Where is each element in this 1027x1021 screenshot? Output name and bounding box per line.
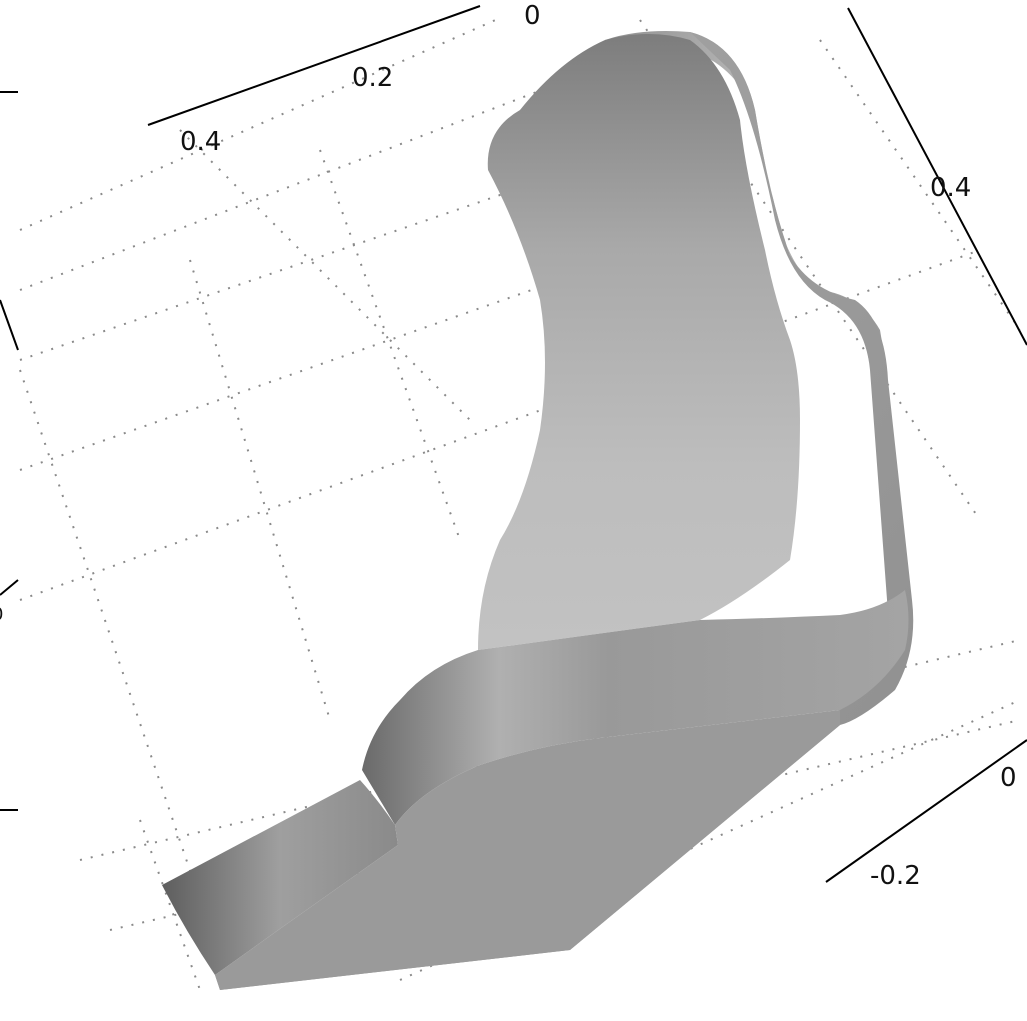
extruded-solid (162, 31, 914, 990)
tick-labels: 0 0.2 0.4 0.4 0 -0.2 0 (0, 1, 1017, 891)
tick-label-right-0-4: 0.4 (930, 173, 971, 203)
axis-lines (0, 5, 1027, 883)
solid-lower-front-face (215, 710, 840, 990)
tick-label-bottom-right-neg-0-2: -0.2 (870, 861, 921, 891)
solid-inner-face (478, 34, 800, 650)
solid-foot (162, 780, 398, 975)
tick-label-left-0: 0 (0, 604, 3, 625)
tick-label-top-0-2: 0.2 (352, 63, 393, 93)
tick-label-top-0-4: 0.4 (180, 127, 221, 157)
tick-label-top-0: 0 (524, 1, 541, 31)
solid-lower-rim (362, 590, 909, 825)
tick-label-bottom-right-0: 0 (1000, 763, 1017, 793)
